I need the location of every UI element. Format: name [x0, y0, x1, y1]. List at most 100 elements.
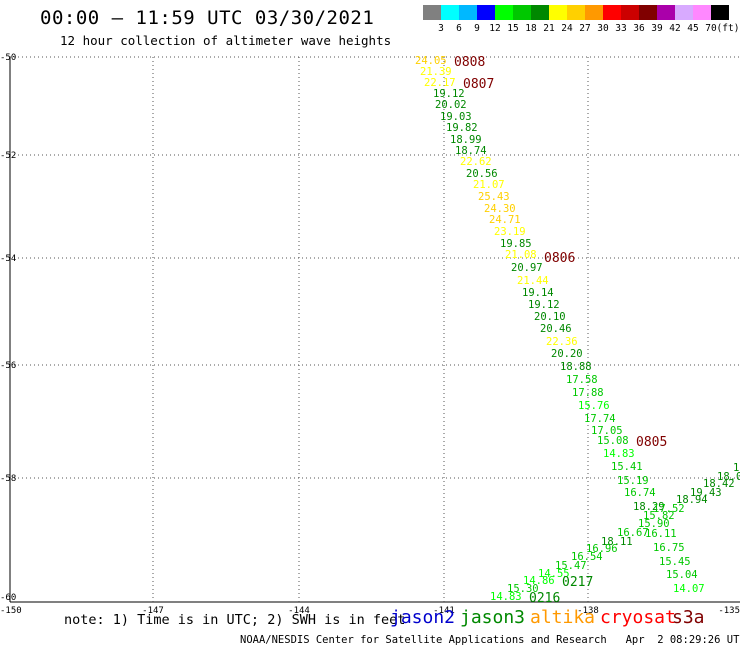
- wave-height-label: 18.0: [717, 471, 740, 483]
- scale-label: 70: [705, 23, 717, 34]
- wave-height-label: 18.29: [633, 501, 665, 513]
- scale-label: 15: [507, 23, 519, 34]
- wave-height-label: 14.07: [673, 583, 705, 595]
- wave-height-label: 20.20: [551, 348, 583, 360]
- wave-height-label: 24.05: [415, 55, 447, 67]
- scale-label: 27: [579, 23, 591, 34]
- longitude-label: -138: [577, 606, 599, 616]
- wave-height-label: 16.11: [645, 528, 677, 540]
- latitude-label: -50: [0, 53, 16, 63]
- longitude-label: -144: [288, 606, 310, 616]
- latitude-label: -56: [0, 361, 16, 371]
- scale-swatch: [441, 5, 459, 20]
- scale-label: 6: [456, 23, 462, 34]
- wave-height-label: 24.30: [484, 203, 516, 215]
- scale-label: 39: [651, 23, 663, 34]
- scale-swatch: [567, 5, 585, 20]
- wave-height-label: 18.88: [560, 361, 592, 373]
- wave-height-label: 14.83: [490, 591, 522, 603]
- wave-height-label: 16.74: [624, 487, 656, 499]
- scale-label: 24: [561, 23, 573, 34]
- wave-height-label: 19.82: [446, 122, 478, 134]
- wave-height-label: 15.30: [507, 583, 539, 595]
- scale-swatch: [513, 5, 531, 20]
- satellite-legend-cryosat: cryosat: [600, 607, 676, 628]
- wave-height-label: 17.52: [653, 503, 685, 515]
- scale-swatch: [711, 5, 729, 20]
- wave-height-label: 19.14: [522, 287, 554, 299]
- wave-height-label: 18.99: [450, 134, 482, 146]
- wave-height-label: 20.56: [466, 168, 498, 180]
- track-time-label: 0806: [544, 251, 575, 266]
- satellite-legend-s3a: s3a: [672, 607, 705, 628]
- wave-height-label: 21.44: [517, 275, 549, 287]
- wave-height-label: 20.02: [435, 99, 467, 111]
- wave-height-label: 15.45: [659, 556, 691, 568]
- wave-height-label: 17.05: [591, 425, 623, 437]
- scale-swatch: [657, 5, 675, 20]
- longitude-label: -150: [0, 606, 22, 616]
- latitude-label: -54: [0, 254, 16, 264]
- wave-height-label: 18.94: [676, 494, 708, 506]
- scale-label: 30: [597, 23, 609, 34]
- latitude-label: -52: [0, 151, 16, 161]
- page-subtitle: 12 hour collection of altimeter wave hei…: [60, 33, 392, 48]
- track-time-label: 0807: [463, 77, 494, 92]
- wave-height-label: 15.04: [666, 569, 698, 581]
- color-scale-legend: 3 6 9 12 15 18 21 24 27 30 33 36 39 42 45 70 (ft): [423, 5, 739, 35]
- wave-height-label: 17.58: [566, 374, 598, 386]
- scale-swatch: [621, 5, 639, 20]
- wave-height-label: 15.19: [617, 475, 649, 487]
- scale-swatch: [675, 5, 693, 20]
- wave-height-label: 15.90: [638, 518, 670, 530]
- wave-height-label: 16.67: [617, 527, 649, 539]
- scale-swatch: [639, 5, 657, 20]
- longitude-label: -141: [433, 606, 455, 616]
- longitude-label: -135: [718, 606, 740, 616]
- track-time-label: 0216: [529, 591, 560, 606]
- map-grid: [9, 56, 740, 603]
- wave-height-label: 15.82: [643, 510, 675, 522]
- wave-height-label: 19.43: [690, 487, 722, 499]
- wave-height-label: 25.43: [478, 191, 510, 203]
- scale-swatch: [603, 5, 621, 20]
- wave-height-label: 24.71: [489, 214, 521, 226]
- wave-height-label: 21.08: [505, 249, 537, 261]
- footnote: note: 1) Time is in UTC; 2) SWH is in fe…: [64, 612, 406, 628]
- page-title: 00:00 – 11:59 UTC 03/30/2021: [40, 7, 375, 29]
- track-time-label: 0217: [562, 575, 593, 590]
- wave-height-label: 19.03: [440, 111, 472, 123]
- wave-height-label: 18.11: [601, 536, 633, 548]
- credit-line: NOAA/NESDIS Center for Satellite Applica…: [240, 634, 740, 646]
- scale-swatch: [549, 5, 567, 20]
- axis-labels: -50 -52 -54 -56 -58 -60 -150 -147 -144 -141 -138 -1…: [0, 53, 740, 616]
- wave-height-label: 16.96: [586, 543, 618, 555]
- wave-height-label: 16.54: [571, 551, 603, 563]
- scale-label: 33: [615, 23, 627, 34]
- scale-swatch: [693, 5, 711, 20]
- wave-height-label: 14.83: [603, 448, 635, 460]
- satellite-legend-jason3: jason3: [460, 607, 526, 628]
- wave-height-label: 18.74: [455, 145, 487, 157]
- track-time-label: 0805: [636, 435, 667, 450]
- latitude-label: -58: [0, 474, 16, 484]
- wave-height-label: 18.: [733, 462, 740, 474]
- wave-height-label: 23.19: [494, 226, 526, 238]
- wave-height-label: 20.10: [534, 311, 566, 323]
- scale-swatch: [585, 5, 603, 20]
- track-time-label: 0808: [454, 55, 485, 70]
- wave-height-label: 15.76: [578, 400, 610, 412]
- wave-height-label: 22.62: [460, 156, 492, 168]
- scale-label: 9: [474, 23, 480, 34]
- wave-height-label: 20.97: [511, 262, 543, 274]
- scale-label: 42: [669, 23, 681, 34]
- wave-height-label: 14.55: [538, 568, 570, 580]
- wave-height-label: 14.86: [523, 575, 555, 587]
- wave-height-label: 19.85: [500, 238, 532, 250]
- wave-height-label: 19.12: [433, 88, 465, 100]
- wave-height-label: 21.39: [420, 66, 452, 78]
- wave-height-label: 19.12: [528, 299, 560, 311]
- scale-label: 21: [543, 23, 555, 34]
- scale-swatch: [459, 5, 477, 20]
